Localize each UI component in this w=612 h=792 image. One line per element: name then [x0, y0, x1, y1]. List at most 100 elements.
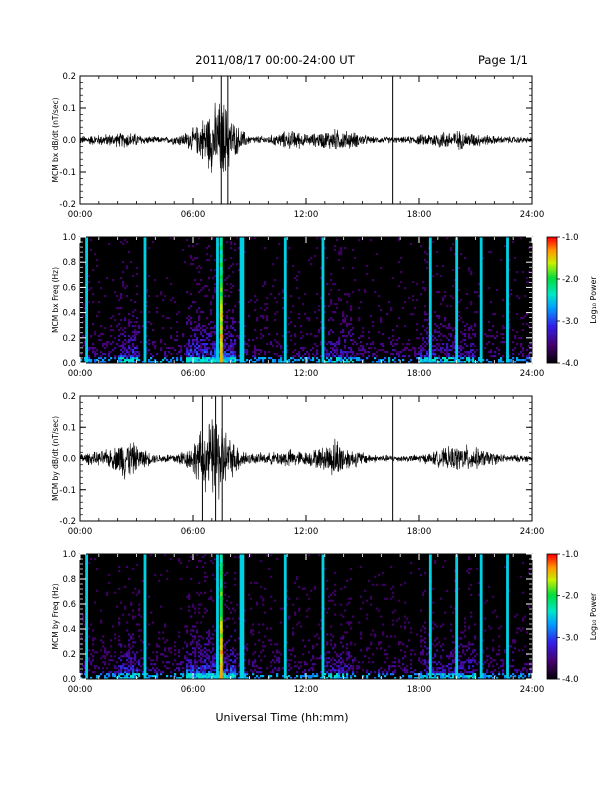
spectrogram-cell	[478, 283, 481, 286]
spectrogram-cell	[232, 327, 235, 330]
spectrogram-cell	[280, 355, 283, 358]
spectrogram-cell	[522, 669, 525, 672]
spectrogram-cell	[102, 359, 105, 362]
spectrogram-cell	[128, 657, 131, 660]
spectrogram-cell	[246, 351, 249, 354]
spectrogram-cell	[198, 341, 201, 344]
spectrogram-cell	[178, 651, 181, 654]
spectrogram-cell	[106, 277, 109, 280]
spectrogram-cell	[466, 645, 469, 648]
spectrogram-cell	[452, 345, 455, 348]
spectrogram-cell	[378, 361, 381, 364]
spectrogram-cell	[502, 659, 505, 662]
spectrogram-cell	[292, 603, 295, 606]
spectrogram-cell	[162, 315, 165, 318]
strong-stripe-segment	[219, 279, 223, 284]
spectrogram-cell	[252, 339, 255, 342]
spectrogram-cell	[238, 321, 241, 324]
spectrogram-cell	[474, 355, 477, 358]
spectrogram-cell	[398, 355, 401, 358]
spectrogram-cell	[102, 661, 105, 664]
spectrogram-cell	[460, 661, 463, 664]
spectrogram-cell	[128, 577, 131, 580]
spectrogram-cell	[490, 661, 493, 664]
spectrogram-cell	[134, 663, 137, 666]
spectrogram-cell	[378, 669, 381, 672]
colorbar-tick-label: -1.0	[562, 550, 579, 560]
colorbar-segment	[547, 608, 557, 611]
spectrogram-cell	[110, 343, 113, 346]
spectrogram-cell	[354, 675, 357, 678]
spectrogram-cell	[190, 659, 193, 662]
spectrogram-cell	[374, 633, 377, 636]
spectrogram-cell	[178, 631, 181, 634]
spectrogram-cell	[520, 671, 523, 674]
spectrogram-cell	[256, 665, 259, 668]
spectrogram-cell	[444, 357, 447, 360]
spectrogram-cell	[292, 357, 295, 360]
spectrogram-cell	[386, 313, 389, 316]
spectrogram-cell	[320, 655, 323, 658]
spectrogram-cell	[208, 649, 211, 652]
spectrogram-cell	[484, 333, 487, 336]
spectrogram-cell	[424, 589, 427, 592]
spectrogram-cell	[114, 357, 117, 360]
spectrogram-cell	[254, 329, 257, 332]
spectrogram-cell	[234, 353, 237, 356]
colorbar-segment	[547, 649, 557, 653]
spectrogram-cell	[200, 347, 203, 350]
spectrogram-cell	[326, 587, 329, 590]
spectrogram-cell	[332, 361, 335, 364]
spectrogram-cell	[212, 297, 215, 300]
spectrogram-cell	[350, 323, 353, 326]
colorbar-segment	[547, 325, 557, 328]
spectrogram-cell	[492, 335, 495, 338]
spectrogram-cell	[214, 357, 217, 360]
spectrogram-cell	[276, 643, 279, 646]
spectrogram-cell	[476, 311, 479, 314]
spectrogram-cell	[420, 639, 423, 642]
spectrogram-cell	[512, 665, 515, 668]
spectrogram-cell	[192, 603, 195, 606]
strong-stripe-segment	[219, 574, 223, 580]
spectrogram-cell	[316, 657, 319, 660]
spectrogram-cell	[136, 563, 139, 567]
spectrogram-cell	[454, 669, 457, 672]
spectrogram-cell	[98, 311, 101, 314]
spectrogram-cell	[522, 677, 525, 680]
spectrogram-cell	[446, 351, 449, 354]
spectrogram-cell	[422, 281, 425, 284]
colorbar-segment	[547, 337, 557, 341]
spectrogram-cell	[198, 581, 201, 584]
spectrogram-cell	[264, 309, 267, 312]
spectrogram-cell	[470, 615, 473, 618]
spectrogram-cell	[256, 299, 259, 302]
spectrogram-cell	[394, 343, 397, 346]
spectrogram-cell	[108, 659, 111, 662]
spectrogram-cell	[130, 361, 133, 364]
spectrogram-cell	[180, 663, 183, 666]
spectrogram-cell	[390, 307, 393, 310]
spectrogram-cell	[130, 349, 133, 352]
spectrogram-cell	[130, 677, 133, 680]
spectrogram-cell	[316, 317, 319, 320]
spectrogram-cell	[134, 653, 137, 656]
spectrogram-cell	[474, 623, 477, 626]
spectrogram-cell	[200, 267, 203, 270]
spectrogram-cell	[290, 667, 293, 670]
spectrogram-cell	[192, 245, 195, 248]
spectrogram-cell	[514, 335, 517, 338]
spectrogram-cell	[362, 675, 365, 678]
spectrogram-cell	[412, 281, 415, 284]
spectrogram-cell	[492, 671, 495, 674]
spectrogram-cell	[156, 643, 159, 646]
spectrogram-cell	[270, 643, 273, 646]
spectrogram-cell	[202, 355, 205, 358]
spectrogram-cell	[180, 561, 183, 565]
colorbar-segment	[547, 348, 557, 351]
spectrogram-cell	[332, 669, 335, 672]
spectrogram-cell	[198, 655, 201, 658]
spectrogram-cell	[212, 649, 215, 652]
spectrogram-cell	[434, 323, 437, 326]
strong-stripe-segment	[219, 308, 223, 313]
